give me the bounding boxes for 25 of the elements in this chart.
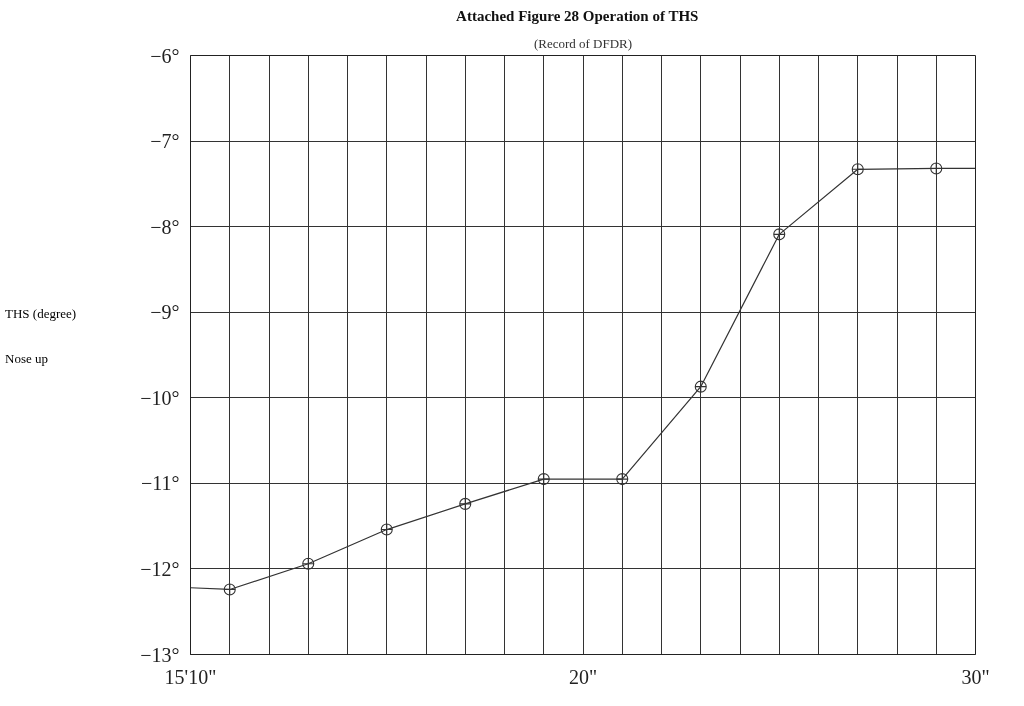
point [537,473,550,486]
y-axis-title: THS (degree) [5,305,77,323]
point [223,583,236,596]
y-tick-label: −9° [150,301,180,324]
y-tick-label: −13° [140,643,180,666]
y-tick-label: −8° [150,215,180,238]
chart-title: Attached Figure 28 Operation of THS [456,7,699,24]
chart-subtitle: (Record of DFDR) [533,35,633,51]
y-tick-label: −6° [150,44,180,67]
y-tick-label: −12° [140,557,180,580]
point [694,380,707,393]
x-tick-label: 15'10" [164,665,217,688]
y-tick-label: −11° [140,472,180,495]
x-tick-label: 20" [568,665,598,688]
point [930,162,943,175]
x-tick-label: 30" [961,665,990,688]
point [302,557,315,570]
point [851,163,864,176]
text: Nose up [5,349,49,368]
point [459,497,472,510]
y-tick-label: −10° [140,386,180,409]
y-tick-label: −7° [150,130,180,153]
point [616,473,629,486]
point [773,228,786,241]
point [380,523,393,536]
